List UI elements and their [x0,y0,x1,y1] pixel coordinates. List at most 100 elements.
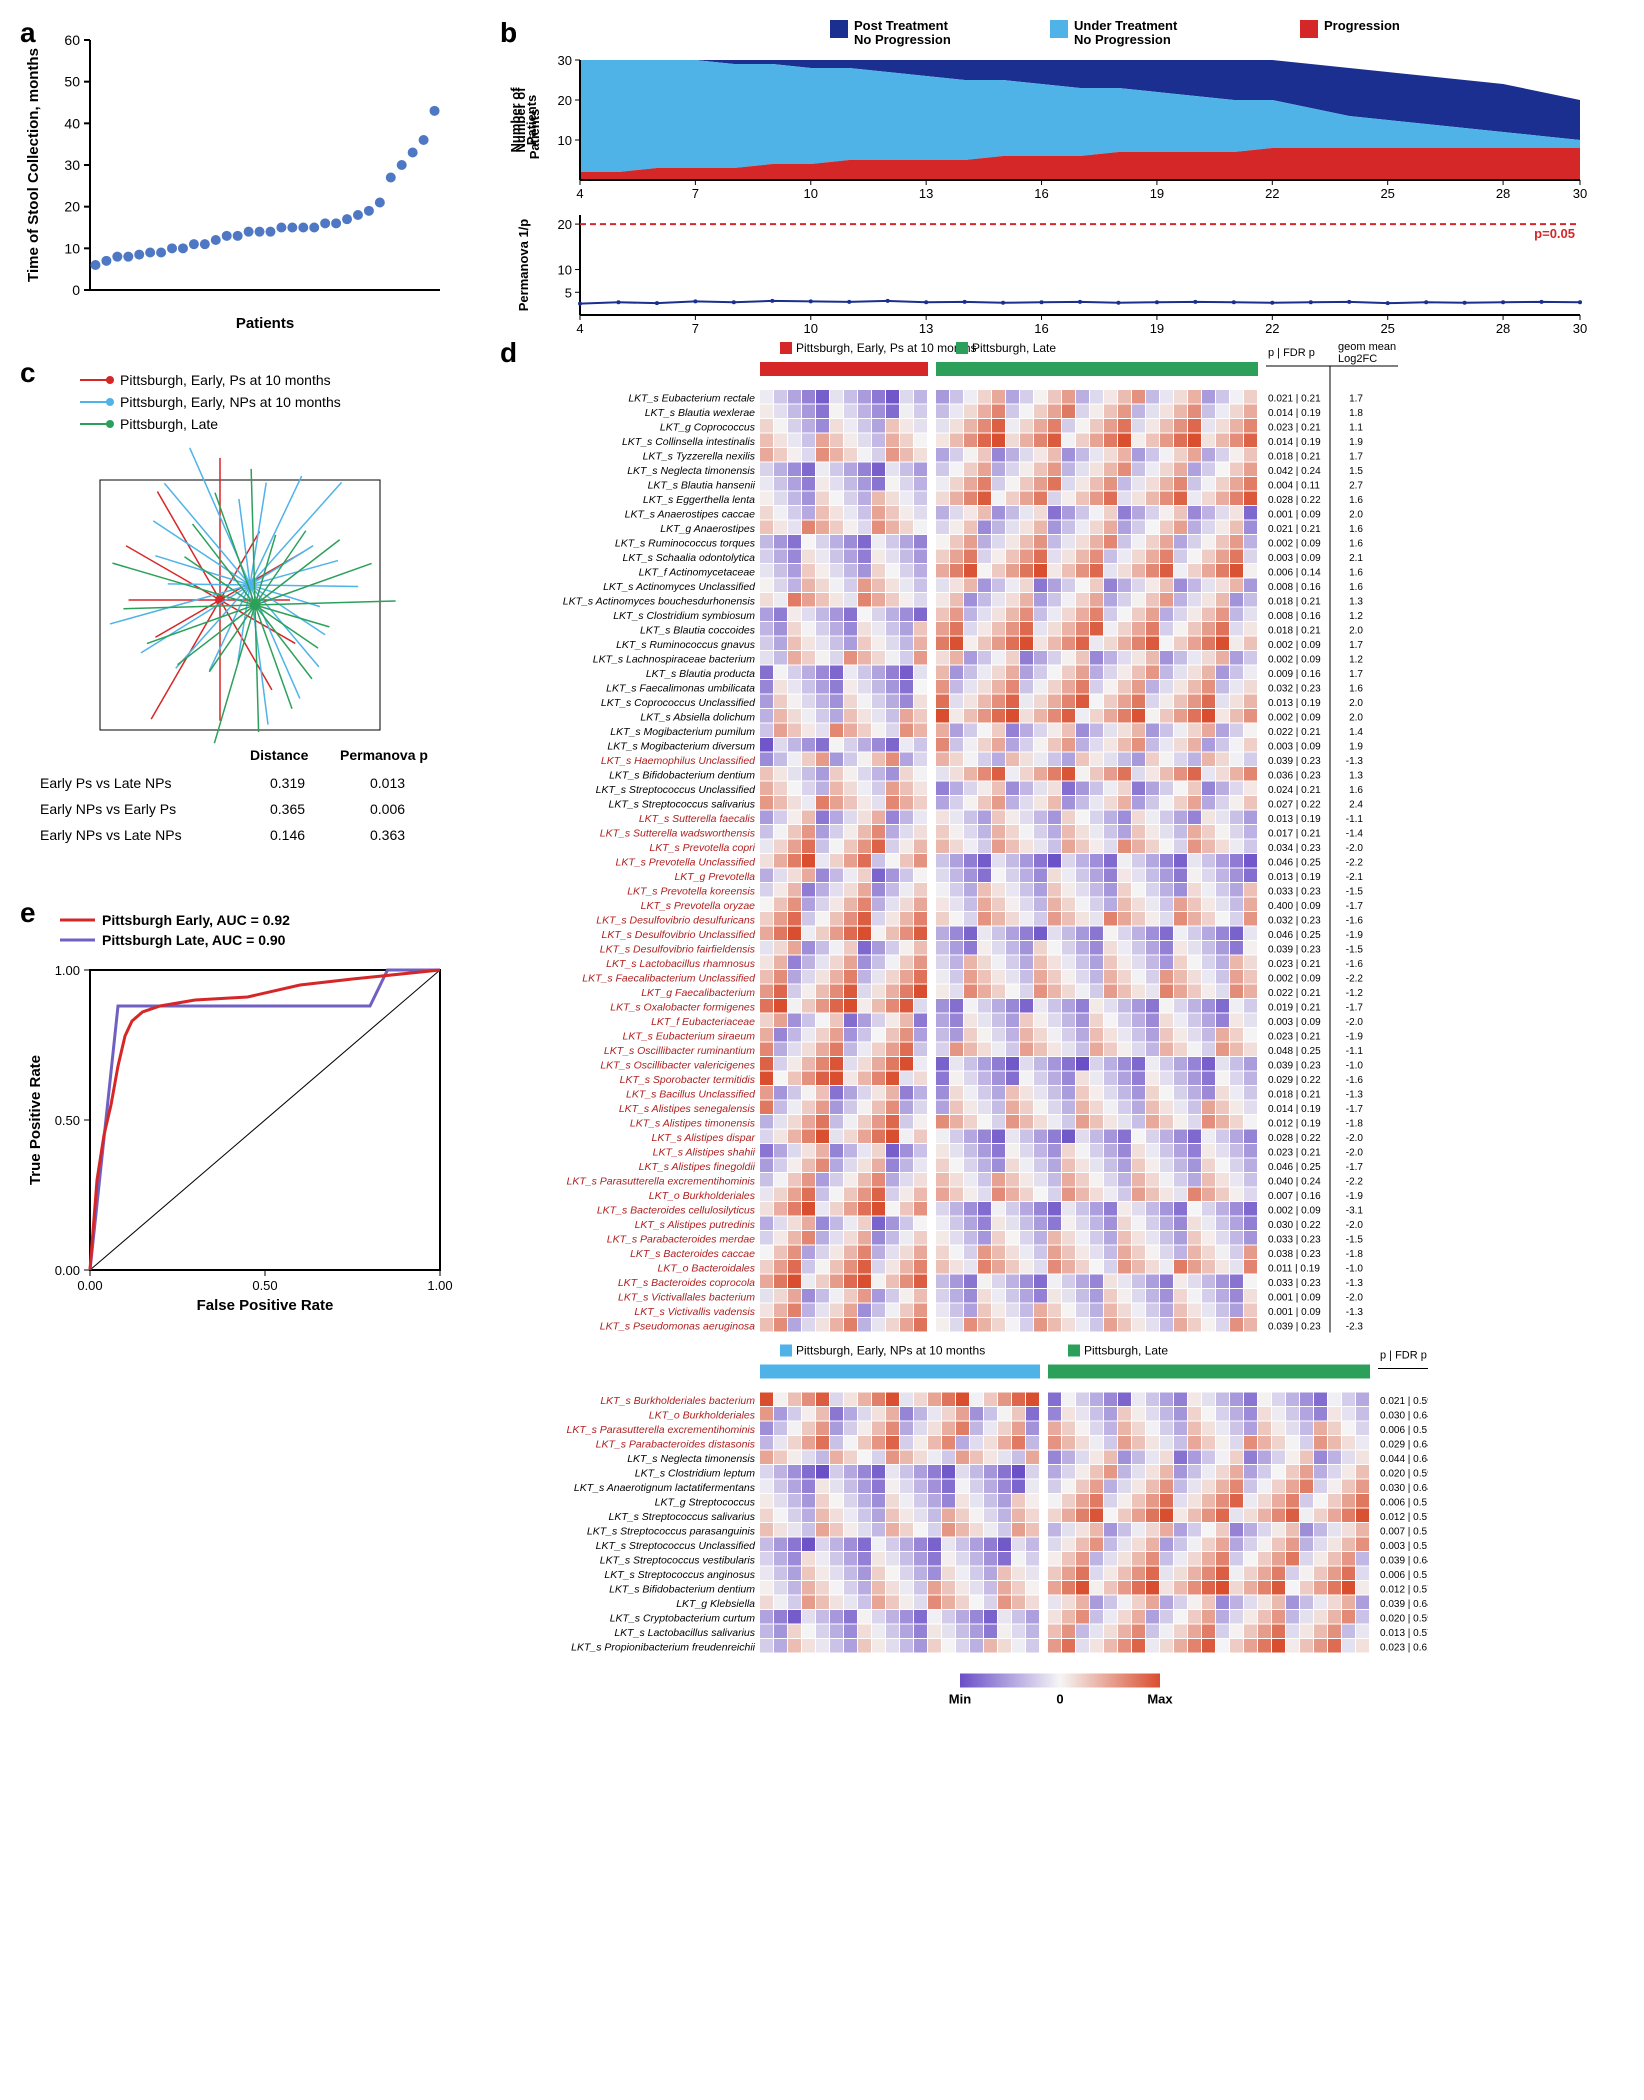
svg-text:LKT_s Alistipes senegalensis: LKT_s Alistipes senegalensis [619,1103,756,1115]
svg-text:1.6: 1.6 [1349,495,1363,506]
svg-text:LKT_s Blautia producta: LKT_s Blautia producta [646,668,755,680]
svg-text:10: 10 [558,263,572,278]
svg-text:LKT_s Streptococcus salivarius: LKT_s Streptococcus salivarius [609,799,756,811]
svg-text:1.7: 1.7 [1349,452,1363,463]
svg-text:0.044 | 0.64: 0.044 | 0.64 [1380,1454,1428,1465]
svg-text:LKT_s Eggerthella lenta: LKT_s Eggerthella lenta [643,494,755,506]
svg-text:0.046 | 0.25: 0.046 | 0.25 [1268,858,1321,869]
svg-text:LKT_s Alistipes putredinis: LKT_s Alistipes putredinis [635,1219,756,1231]
svg-text:-1.1: -1.1 [1346,1046,1364,1057]
svg-text:0.003 | 0.09: 0.003 | 0.09 [1268,553,1321,564]
svg-text:0.040 | 0.24: 0.040 | 0.24 [1268,1177,1321,1188]
svg-text:Early Ps vs Late NPs: Early Ps vs Late NPs [40,775,172,791]
svg-text:LKT_f Eubacteriaceae: LKT_f Eubacteriaceae [651,1016,755,1028]
svg-text:LKT_s Actinomyces bouchesdurho: LKT_s Actinomyces bouchesdurhonensis [563,596,756,608]
svg-text:Early NPs vs Late NPs: Early NPs vs Late NPs [40,827,182,843]
svg-text:0.002 | 0.09: 0.002 | 0.09 [1268,539,1321,550]
svg-text:Early NPs vs Early Ps: Early NPs vs Early Ps [40,801,176,817]
svg-text:0.006 | 0.51: 0.006 | 0.51 [1380,1570,1428,1581]
svg-text:LKT_s Sporobacter termitidis: LKT_s Sporobacter termitidis [620,1074,756,1086]
svg-text:-1.3: -1.3 [1346,1090,1364,1101]
svg-text:10: 10 [804,321,818,336]
svg-text:0.008 | 0.16: 0.008 | 0.16 [1268,582,1321,593]
svg-text:20: 20 [558,217,572,232]
svg-text:LKT_s Actinomyces Unclassified: LKT_s Actinomyces Unclassified [603,581,756,593]
svg-text:LKT_g Prevotella: LKT_g Prevotella [674,871,755,883]
svg-text:Pittsburgh, Early, NPs at 10 m: Pittsburgh, Early, NPs at 10 months [796,1344,985,1358]
svg-text:Pittsburgh, Late: Pittsburgh, Late [1084,1344,1168,1358]
svg-text:LKT_s Desulfovibrio desulfuric: LKT_s Desulfovibrio desulfuricans [596,915,755,927]
svg-text:LKT_o Burkholderiales: LKT_o Burkholderiales [649,1410,756,1422]
svg-text:13: 13 [919,321,933,336]
svg-text:0.018 | 0.21: 0.018 | 0.21 [1268,452,1321,463]
svg-text:0.033 | 0.23: 0.033 | 0.23 [1268,887,1321,898]
svg-text:Permanova 1/p: Permanova 1/p [516,219,531,312]
svg-text:0.002 | 0.09: 0.002 | 0.09 [1268,1206,1321,1217]
svg-text:Patients: Patients [524,95,539,146]
svg-text:0.023 | 0.21: 0.023 | 0.21 [1268,423,1321,434]
svg-text:LKT_s Desulfovibrio fairfielde: LKT_s Desulfovibrio fairfieldensis [600,944,756,956]
svg-text:16: 16 [1034,321,1048,336]
svg-text:LKT_s Faecalimonas umbilicata: LKT_s Faecalimonas umbilicata [606,683,755,695]
svg-text:-1.9: -1.9 [1346,1191,1364,1202]
svg-text:LKT_s Anaerostipes caccae: LKT_s Anaerostipes caccae [625,509,756,521]
svg-text:-1.7: -1.7 [1346,1104,1364,1115]
svg-text:0.020 | 0.59: 0.020 | 0.59 [1380,1614,1428,1625]
svg-text:0.023 | 0.21: 0.023 | 0.21 [1268,1032,1321,1043]
svg-text:0.006 | 0.51: 0.006 | 0.51 [1380,1425,1428,1436]
svg-text:22: 22 [1265,186,1279,201]
svg-text:0.029 | 0.64: 0.029 | 0.64 [1380,1440,1428,1451]
svg-text:1.6: 1.6 [1349,582,1363,593]
svg-text:Min: Min [949,1692,971,1707]
svg-text:False Positive Rate: False Positive Rate [197,1297,334,1314]
svg-text:LKT_s Blautia coccoides: LKT_s Blautia coccoides [640,625,756,637]
svg-text:0.006 | 0.51: 0.006 | 0.51 [1380,1498,1428,1509]
svg-text:Pittsburgh Early, AUC = 0.92: Pittsburgh Early, AUC = 0.92 [102,912,290,928]
svg-text:Number of: Number of [508,87,523,153]
svg-text:LKT_s Pseudomonas aeruginosa: LKT_s Pseudomonas aeruginosa [600,1321,755,1333]
svg-text:No Progression: No Progression [1074,32,1171,47]
svg-text:1.9: 1.9 [1349,742,1363,753]
svg-text:0.001 | 0.09: 0.001 | 0.09 [1268,1293,1321,1304]
svg-text:LKT_s Prevotella Unclassified: LKT_s Prevotella Unclassified [616,857,757,869]
svg-text:0.022 | 0.21: 0.022 | 0.21 [1268,988,1321,999]
svg-text:20: 20 [558,93,572,108]
svg-text:LKT_s Oxalobacter formigenes: LKT_s Oxalobacter formigenes [610,1002,755,1014]
svg-text:-3.1: -3.1 [1346,1206,1364,1217]
svg-text:LKT_s Oscillibacter valericige: LKT_s Oscillibacter valericigenes [600,1060,755,1072]
svg-text:-2.0: -2.0 [1346,1148,1364,1159]
svg-text:28: 28 [1496,321,1510,336]
svg-text:LKT_s Bifidobacterium dentium: LKT_s Bifidobacterium dentium [609,770,755,782]
svg-text:LKT_s Parabacteroides merdae: LKT_s Parabacteroides merdae [607,1234,755,1246]
svg-text:0.013 | 0.19: 0.013 | 0.19 [1268,872,1321,883]
svg-text:-1.8: -1.8 [1346,1249,1364,1260]
svg-text:-1.9: -1.9 [1346,1032,1364,1043]
svg-text:0.146: 0.146 [270,827,305,843]
svg-text:1.6: 1.6 [1349,524,1363,535]
svg-text:0.023 | 0.21: 0.023 | 0.21 [1268,1148,1321,1159]
svg-text:LKT_s Alistipes timonensis: LKT_s Alistipes timonensis [630,1118,756,1130]
svg-text:Pittsburgh, Early, Ps at 10 mo: Pittsburgh, Early, Ps at 10 months [796,341,977,355]
svg-text:LKT_s Alistipes dispar: LKT_s Alistipes dispar [652,1132,756,1144]
svg-text:Time of Stool Collection, mont: Time of Stool Collection, months [25,48,42,282]
svg-text:geom mean: geom mean [1338,341,1396,353]
svg-text:1.6: 1.6 [1349,568,1363,579]
svg-text:0.011 | 0.19: 0.011 | 0.19 [1268,1264,1320,1275]
svg-text:LKT_s Haemophilus Unclassified: LKT_s Haemophilus Unclassified [601,755,756,767]
svg-text:d: d [500,340,517,368]
svg-text:0.013: 0.013 [370,775,405,791]
svg-text:0.033 | 0.23: 0.033 | 0.23 [1268,1278,1321,1289]
svg-text:-2.0: -2.0 [1346,1133,1364,1144]
svg-text:5: 5 [565,285,572,300]
svg-text:LKT_s Alistipes finegoldii: LKT_s Alistipes finegoldii [639,1161,756,1173]
svg-text:30: 30 [64,157,80,173]
svg-text:LKT_s Sutterella faecalis: LKT_s Sutterella faecalis [639,813,756,825]
svg-text:LKT_g Coprococcus: LKT_g Coprococcus [660,422,756,434]
svg-text:-2.0: -2.0 [1346,1220,1364,1231]
svg-text:LKT_s Mogibacterium diversum: LKT_s Mogibacterium diversum [607,741,755,753]
svg-text:19: 19 [1150,186,1164,201]
svg-text:1.7: 1.7 [1349,669,1363,680]
svg-text:0.007 | 0.51: 0.007 | 0.51 [1380,1527,1428,1538]
panel-a: a0102030405060Time of Stool Collection, … [20,20,480,340]
svg-text:1.2: 1.2 [1349,655,1363,666]
